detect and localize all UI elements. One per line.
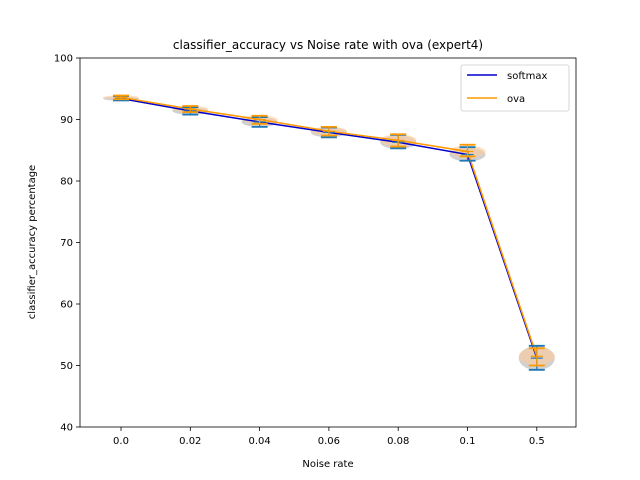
x-axis-label: Noise rate	[302, 459, 353, 470]
x-tick-label: 0.06	[318, 436, 340, 447]
y-tick-label: 40	[60, 423, 73, 434]
x-tick-label: 0.08	[387, 436, 409, 447]
legend-box	[460, 64, 570, 112]
y-axis: 40 50 60 70 80 90 100	[54, 54, 80, 434]
chart-title: classifier_accuracy vs Noise rate with o…	[173, 38, 483, 52]
y-tick-label: 80	[60, 177, 73, 188]
legend: softmax ova	[460, 64, 570, 112]
y-tick-label: 50	[60, 361, 73, 372]
x-tick-label: 0.1	[460, 436, 476, 447]
y-tick-label: 60	[60, 300, 73, 311]
x-tick-label: 0.0	[113, 436, 129, 447]
x-tick-label: 0.5	[529, 436, 545, 447]
legend-label-ova: ova	[507, 94, 525, 105]
y-tick-label: 70	[60, 238, 73, 249]
y-axis-label: classifier_accuracy percentage	[27, 165, 38, 319]
y-tick-label: 100	[54, 54, 73, 65]
x-axis: 0.0 0.02 0.04 0.06 0.08 0.1 0.5	[113, 427, 545, 447]
x-tick-label: 0.04	[248, 436, 270, 447]
plot-frame	[79, 57, 577, 428]
legend-label-softmax: softmax	[507, 71, 547, 82]
x-tick-label: 0.02	[179, 436, 201, 447]
error-bars	[113, 94, 545, 371]
y-tick-label: 90	[60, 115, 73, 126]
